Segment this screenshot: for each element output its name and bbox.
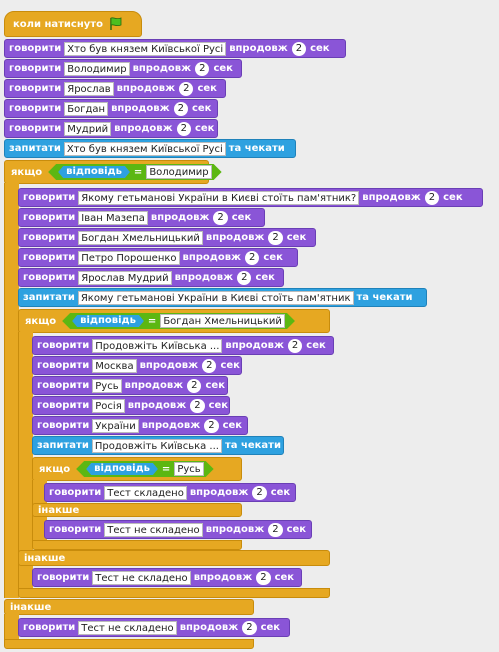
duration-input[interactable]: 2 <box>245 250 260 265</box>
equals-operator[interactable]: відповідь = Богдан Хмельницький <box>62 313 295 329</box>
say-block[interactable]: говорити Русь впродовж 2 сек <box>32 376 228 395</box>
say-block[interactable]: говорити Богдан Хмельницький впродовж 2 … <box>18 228 316 247</box>
answer-reporter[interactable]: відповідь <box>72 315 144 327</box>
say-text[interactable]: України <box>92 418 139 433</box>
ask-block[interactable]: запитати Хто був князем Київської Русі т… <box>4 139 296 158</box>
answer-reporter[interactable]: відповідь <box>86 463 158 475</box>
say-block[interactable]: говорити Ярослав Мудрий впродовж 2 сек <box>18 268 284 287</box>
if-else-end <box>32 540 242 550</box>
duration-input[interactable]: 2 <box>202 358 217 373</box>
else-label: інакше <box>18 550 330 566</box>
duration-input[interactable]: 2 <box>204 418 219 433</box>
duration-input[interactable]: 2 <box>424 190 440 205</box>
duration-input[interactable]: 2 <box>179 81 194 96</box>
equals-operator[interactable]: відповідь = Володимир <box>48 164 221 180</box>
ask-text[interactable]: Продовжіть Київська ... <box>91 438 222 453</box>
say-block[interactable]: говорити Володимир впродовж 2 сек <box>4 59 242 78</box>
duration-input[interactable]: 2 <box>195 61 210 76</box>
duration-input[interactable]: 2 <box>176 121 191 136</box>
when-flag-clicked-hat[interactable]: коли натиснуто <box>4 11 142 37</box>
answer-reporter[interactable]: відповідь <box>58 166 130 178</box>
say-block[interactable]: говорити Ярослав впродовж 2 сек <box>4 79 226 98</box>
ask-block[interactable]: запитати Продовжіть Київська ... та чека… <box>32 436 284 455</box>
say-text[interactable]: Якому гетьманові України в Києві стоїть … <box>78 190 360 205</box>
say-text[interactable]: Тест не складено <box>104 522 203 537</box>
say-text[interactable]: Богдан Хмельницький <box>78 230 203 245</box>
say-block[interactable]: говорити Тест не складено впродовж 2 сек <box>44 520 312 539</box>
say-block[interactable]: говорити Хто був князем Київської Русі в… <box>4 39 346 58</box>
ask-text[interactable]: Хто був князем Київської Русі <box>63 141 226 156</box>
compare-value[interactable]: Русь <box>174 462 203 476</box>
if-else-block[interactable]: якщо відповідь = Русь <box>32 457 242 481</box>
say-text[interactable]: Тест не складено <box>92 570 191 585</box>
if-else-arm <box>4 614 19 642</box>
duration-input[interactable]: 2 <box>187 378 202 393</box>
say-text[interactable]: Ярослав Мудрий <box>78 270 172 285</box>
if-else-arm <box>4 183 19 598</box>
say-text[interactable]: Русь <box>92 378 122 393</box>
duration-input[interactable]: 2 <box>291 41 307 56</box>
duration-input[interactable]: 2 <box>256 570 271 585</box>
else-label: інакше <box>32 503 242 517</box>
say-block[interactable]: говорити Тест складено впродовж 2 сек <box>44 483 296 502</box>
say-block[interactable]: говорити Якому гетьманові України в Києв… <box>18 188 483 207</box>
say-block[interactable]: говорити Москва впродовж 2 сек <box>32 356 242 375</box>
say-text[interactable]: Володимир <box>64 61 130 76</box>
say-text[interactable]: Продовжіть Київська ... <box>92 338 223 353</box>
say-text[interactable]: Хто був князем Київської Русі <box>64 41 227 56</box>
say-text[interactable]: Богдан <box>64 101 109 116</box>
duration-input[interactable]: 2 <box>268 230 283 245</box>
duration-input[interactable]: 2 <box>242 620 257 635</box>
if-else-block[interactable]: якщо відповідь = Володимир <box>4 160 209 184</box>
duration-input[interactable]: 2 <box>268 522 283 537</box>
compare-value[interactable]: Володимир <box>146 165 211 179</box>
say-block[interactable]: говорити Продовжіть Київська ... впродов… <box>32 336 334 355</box>
say-block[interactable]: говорити Росія впродовж 2 сек <box>32 396 230 415</box>
duration-input[interactable]: 2 <box>213 210 228 225</box>
if-else-block[interactable]: якщо відповідь = Богдан Хмельницький <box>18 309 330 333</box>
say-block[interactable]: говорити Іван Мазепа впродовж 2 сек <box>18 208 265 227</box>
say-text[interactable]: Тест складено <box>104 485 187 500</box>
green-flag-icon <box>110 17 122 30</box>
say-text[interactable]: Ярослав <box>64 81 114 96</box>
say-text[interactable]: Мудрий <box>64 121 112 136</box>
if-else-arm <box>18 332 33 596</box>
duration-input[interactable]: 2 <box>287 338 303 353</box>
if-else-end <box>4 639 254 649</box>
say-text[interactable]: Петро Порошенко <box>78 250 180 265</box>
duration-input[interactable]: 2 <box>190 398 205 413</box>
say-block[interactable]: говорити Петро Порошенко впродовж 2 сек <box>18 248 298 267</box>
ask-block[interactable]: запитати Якому гетьманові України в Києв… <box>18 288 427 307</box>
say-block[interactable]: говорити Богдан впродовж 2 сек <box>4 99 218 118</box>
say-text[interactable]: Росія <box>92 398 125 413</box>
duration-input[interactable]: 2 <box>237 270 252 285</box>
say-block[interactable]: говорити Мудрий впродовж 2 сек <box>4 119 218 138</box>
if-else-end <box>18 588 330 598</box>
say-block[interactable]: говорити Тест не складено впродовж 2 сек <box>18 618 290 637</box>
say-text[interactable]: Іван Мазепа <box>78 210 148 225</box>
else-label: інакше <box>4 599 254 615</box>
say-block[interactable]: говорити України впродовж 2 сек <box>32 416 248 435</box>
hat-label: коли натиснуто <box>13 18 103 30</box>
ask-text[interactable]: Якому гетьманові України в Києві стоїть … <box>77 290 354 305</box>
duration-input[interactable]: 2 <box>252 485 267 500</box>
duration-input[interactable]: 2 <box>173 101 188 116</box>
say-text[interactable]: Москва <box>92 358 137 373</box>
compare-value[interactable]: Богдан Хмельницький <box>160 314 285 328</box>
say-text[interactable]: Тест не складено <box>78 620 177 635</box>
say-block[interactable]: говорити Тест не складено впродовж 2 сек <box>32 568 302 587</box>
equals-operator[interactable]: відповідь = Русь <box>76 461 214 477</box>
